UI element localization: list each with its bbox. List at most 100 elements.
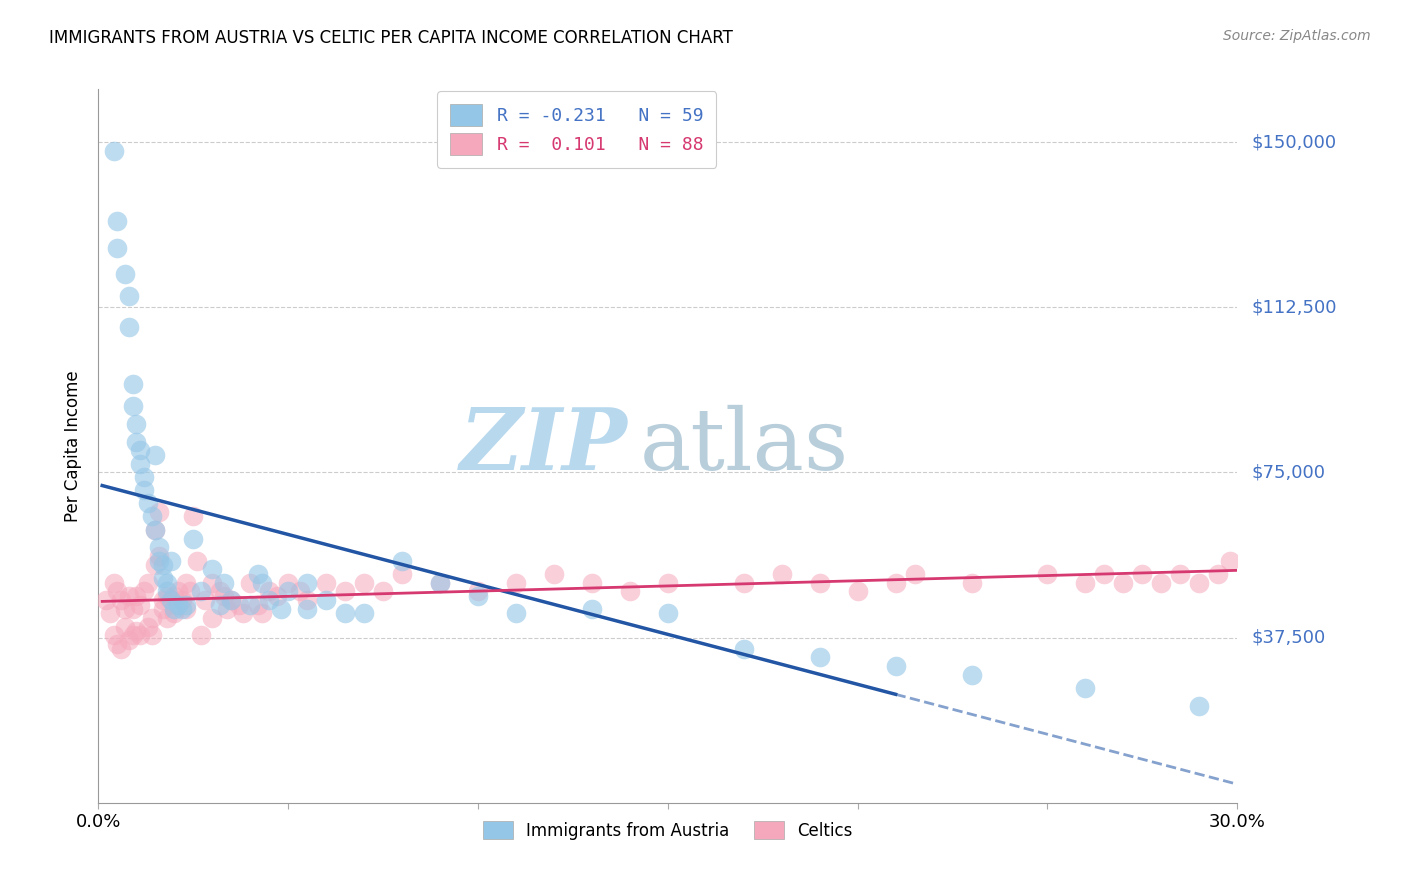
Point <box>103 144 125 158</box>
Point <box>186 553 208 567</box>
Point <box>114 619 136 633</box>
Point <box>657 575 679 590</box>
Text: $150,000: $150,000 <box>1251 133 1336 151</box>
Point <box>190 628 212 642</box>
Point <box>884 659 907 673</box>
Point <box>1074 681 1097 696</box>
Point <box>114 267 136 281</box>
Point <box>239 575 262 590</box>
Point <box>232 607 254 621</box>
Point <box>315 593 337 607</box>
Point <box>156 611 179 625</box>
Legend: Immigrants from Austria, Celtics: Immigrants from Austria, Celtics <box>474 813 862 848</box>
Point <box>221 593 243 607</box>
Point <box>246 598 269 612</box>
Text: $75,000: $75,000 <box>1251 464 1326 482</box>
Point <box>505 575 527 590</box>
Point <box>270 602 292 616</box>
Point <box>288 584 311 599</box>
Point <box>1150 575 1173 590</box>
Point <box>141 509 163 524</box>
Point <box>1074 575 1097 590</box>
Point <box>125 434 148 449</box>
Point <box>208 598 231 612</box>
Point <box>145 523 167 537</box>
Point <box>657 607 679 621</box>
Point <box>1208 566 1230 581</box>
Point <box>132 470 155 484</box>
Point <box>297 602 319 616</box>
Point <box>335 584 357 599</box>
Point <box>107 241 129 255</box>
Point <box>148 505 170 519</box>
Point <box>163 607 186 621</box>
Point <box>353 575 375 590</box>
Point <box>429 575 451 590</box>
Point <box>277 584 299 599</box>
Point <box>145 448 167 462</box>
Point <box>129 598 152 612</box>
Point <box>259 584 281 599</box>
Point <box>129 443 152 458</box>
Point <box>156 575 179 590</box>
Point <box>190 584 212 599</box>
Point <box>125 589 148 603</box>
Text: $37,500: $37,500 <box>1251 629 1326 647</box>
Point <box>212 589 235 603</box>
Point <box>543 566 565 581</box>
Point <box>183 509 205 524</box>
Point <box>960 575 983 590</box>
Text: $112,500: $112,500 <box>1251 298 1337 317</box>
Point <box>297 593 319 607</box>
Point <box>136 619 159 633</box>
Point <box>132 584 155 599</box>
Point <box>148 553 170 567</box>
Point <box>110 593 132 607</box>
Point <box>129 457 152 471</box>
Point <box>1188 575 1211 590</box>
Point <box>167 598 190 612</box>
Point <box>107 584 129 599</box>
Point <box>103 575 125 590</box>
Point <box>1036 566 1059 581</box>
Text: atlas: atlas <box>640 404 848 488</box>
Point <box>152 602 174 616</box>
Point <box>145 558 167 572</box>
Point <box>391 566 413 581</box>
Point <box>1094 566 1116 581</box>
Point <box>733 641 755 656</box>
Point <box>217 602 239 616</box>
Point <box>467 589 489 603</box>
Point <box>179 584 201 599</box>
Point <box>110 641 132 656</box>
Point <box>335 607 357 621</box>
Point <box>129 628 152 642</box>
Point <box>808 575 831 590</box>
Point <box>114 602 136 616</box>
Point <box>201 562 224 576</box>
Point <box>505 607 527 621</box>
Point <box>159 593 181 607</box>
Point <box>125 624 148 638</box>
Text: ZIP: ZIP <box>460 404 628 488</box>
Point <box>163 589 186 603</box>
Point <box>148 541 170 555</box>
Point <box>156 584 179 599</box>
Point <box>125 417 148 431</box>
Point <box>228 598 250 612</box>
Point <box>846 584 869 599</box>
Point <box>581 602 603 616</box>
Point <box>118 632 141 647</box>
Point <box>250 607 273 621</box>
Point <box>118 289 141 303</box>
Point <box>1219 553 1241 567</box>
Point <box>174 598 197 612</box>
Point <box>904 566 927 581</box>
Point <box>118 589 141 603</box>
Point <box>297 575 319 590</box>
Point <box>156 589 179 603</box>
Point <box>201 575 224 590</box>
Point <box>1170 566 1192 581</box>
Point <box>277 575 299 590</box>
Point <box>353 607 375 621</box>
